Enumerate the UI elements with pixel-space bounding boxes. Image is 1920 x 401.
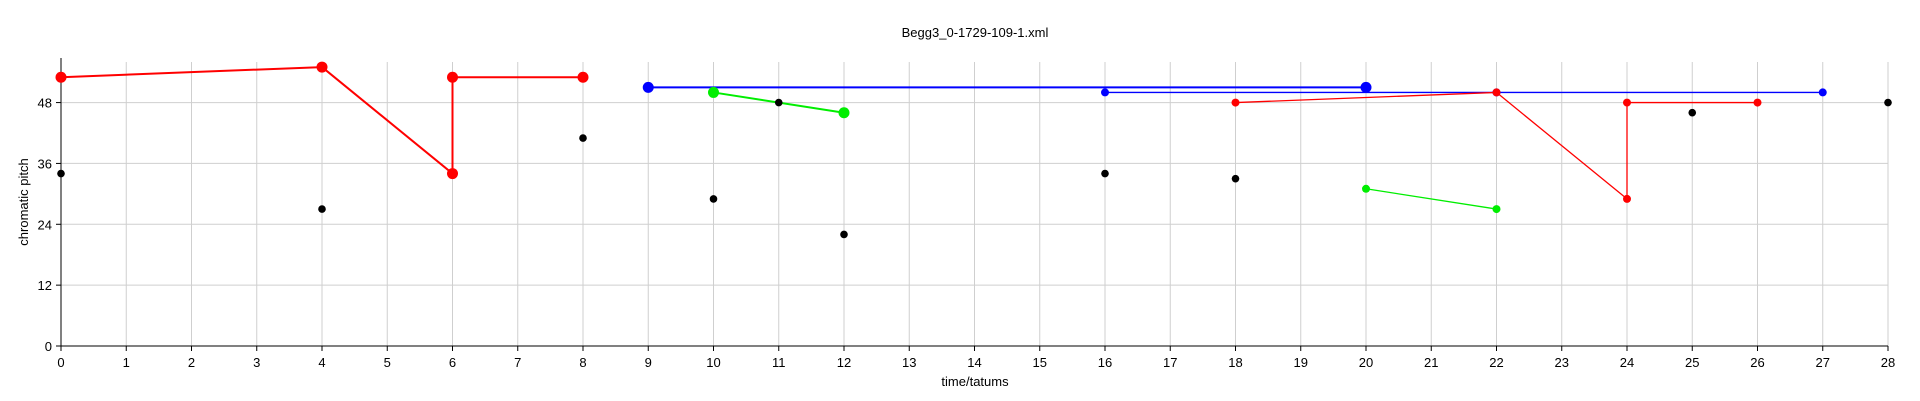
- x-tick-label: 8: [579, 355, 586, 370]
- data-point: [1362, 184, 1370, 193]
- y-tick-label: 12: [38, 278, 52, 293]
- data-point: [447, 71, 458, 83]
- data-point: [577, 71, 589, 83]
- data-point: [642, 81, 654, 93]
- x-tick-label: 11: [772, 355, 786, 370]
- data-point: [55, 71, 67, 83]
- x-tick-label: 20: [1359, 355, 1373, 370]
- series-line-segment: [1365, 188, 1497, 210]
- data-point: [1101, 88, 1109, 97]
- data-point: [316, 61, 328, 73]
- y-tick-label: 48: [38, 96, 52, 111]
- x-tick-label: 9: [645, 355, 652, 370]
- data-point: [840, 230, 848, 239]
- x-tick-label: 12: [837, 355, 851, 370]
- series-line-segment: [1496, 91, 1628, 200]
- x-tick-label: 15: [1033, 355, 1047, 370]
- series-line-segment: [321, 66, 454, 175]
- data-point: [1492, 205, 1501, 214]
- chart-title: Begg3_0-1729-109-1.xml: [902, 25, 1049, 40]
- x-tick-label: 6: [449, 355, 456, 370]
- axes: [56, 58, 1889, 351]
- x-tick-label: 0: [57, 355, 64, 370]
- x-tick-label: 27: [1816, 355, 1830, 370]
- data-point: [57, 169, 65, 178]
- x-tick-label: 26: [1750, 355, 1764, 370]
- y-axis-label: chromatic pitch: [16, 158, 31, 245]
- data-point: [708, 86, 719, 98]
- x-tick-label: 28: [1881, 355, 1895, 370]
- x-tick-label: 4: [318, 355, 325, 370]
- data-point: [1623, 98, 1631, 107]
- x-tick-label: 13: [902, 355, 916, 370]
- data-point: [1231, 98, 1240, 107]
- series-line-segment: [60, 66, 323, 79]
- data-point: [1101, 169, 1109, 178]
- data-point: [1818, 88, 1827, 97]
- data-point: [1231, 174, 1240, 183]
- x-tick-label: 10: [706, 355, 720, 370]
- x-tick-label: 21: [1424, 355, 1438, 370]
- series-points: [55, 61, 1892, 239]
- x-tick-label: 16: [1098, 355, 1112, 370]
- data-point: [1884, 98, 1892, 107]
- data-point: [1688, 108, 1697, 117]
- grid: [60, 62, 1889, 346]
- data-point: [1492, 88, 1501, 97]
- series-lines: [60, 66, 1823, 210]
- data-point: [1360, 81, 1372, 93]
- data-point: [447, 168, 458, 180]
- data-point: [838, 107, 850, 119]
- x-tick-label: 17: [1163, 355, 1177, 370]
- data-point: [709, 195, 718, 203]
- data-point: [774, 98, 783, 107]
- y-tick-label: 36: [38, 156, 52, 171]
- data-point: [579, 134, 587, 142]
- x-tick-label: 23: [1555, 355, 1569, 370]
- x-tick-label: 24: [1620, 355, 1634, 370]
- x-tick-label: 5: [384, 355, 391, 370]
- x-tick-label: 2: [188, 355, 195, 370]
- x-axis-label: time/tatums: [941, 374, 1009, 389]
- x-tick-label: 1: [123, 355, 130, 370]
- y-tick-label: 24: [38, 217, 52, 232]
- series-line-segment: [1235, 91, 1497, 104]
- data-point: [1623, 194, 1631, 203]
- x-tick-label: 18: [1228, 355, 1242, 370]
- x-tick-label: 19: [1294, 355, 1308, 370]
- x-tick-label: 7: [514, 355, 521, 370]
- x-tick-label: 3: [253, 355, 260, 370]
- data-point: [1753, 98, 1762, 107]
- x-tick-label: 14: [967, 355, 981, 370]
- x-tick-label: 25: [1685, 355, 1699, 370]
- y-tick-label: 0: [45, 339, 52, 354]
- data-point: [318, 205, 326, 213]
- tick-labels: 0 1 2 3 4 5 6 7 8 9 10 11 12 13 14 15 16 17 18 19 20 21 22 23 24…: [38, 96, 1896, 370]
- x-tick-label: 22: [1489, 355, 1503, 370]
